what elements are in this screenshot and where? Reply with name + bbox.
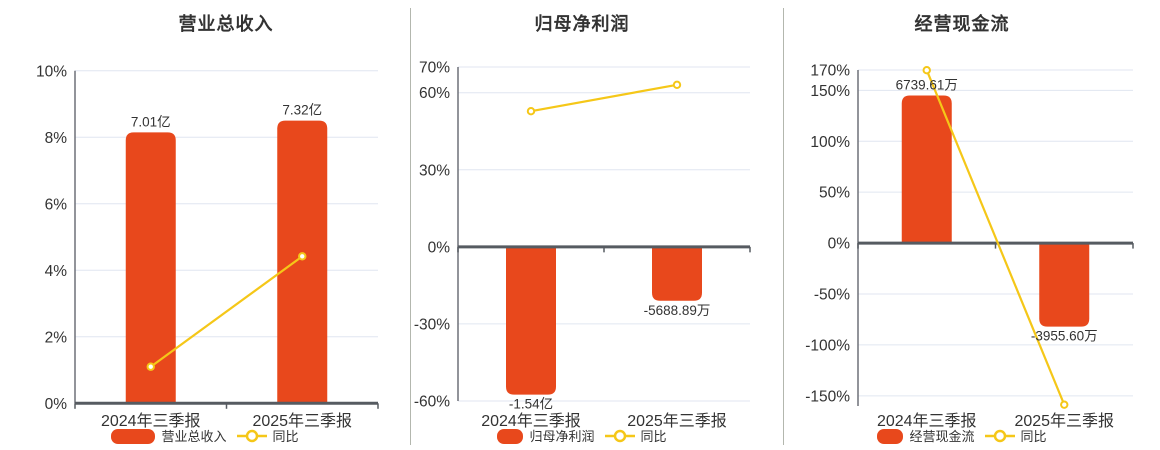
title-revenue: 营业总收入 bbox=[178, 14, 274, 34]
legend-label: 经营现金流 bbox=[909, 428, 975, 444]
y-tick-label: 50% bbox=[819, 185, 850, 202]
bar-2025年三季报[interactable] bbox=[652, 246, 702, 301]
panel-separator-right bbox=[783, 8, 784, 445]
legend-label: 归母净利润 bbox=[529, 428, 595, 444]
bar-2024年三季报[interactable] bbox=[506, 246, 556, 395]
yoy-marker-2024年三季报[interactable] bbox=[922, 66, 931, 75]
y-tick-label: 170% bbox=[810, 63, 850, 80]
title-cash-flow: 经营现金流 bbox=[914, 14, 1010, 34]
bar-2024年三季报[interactable] bbox=[901, 95, 952, 244]
yoy-marker-2025年三季报[interactable] bbox=[298, 252, 307, 261]
panel-separator-left bbox=[410, 8, 411, 445]
y-tick-label: 8% bbox=[45, 130, 68, 147]
y-tick-label: 30% bbox=[419, 162, 450, 179]
legend-label: 同比 bbox=[1020, 428, 1047, 444]
bar-value-label: -1.54亿 bbox=[509, 397, 553, 412]
legend-revenue: 营业总收入 同比 bbox=[55, 428, 355, 444]
bar-2024年三季报[interactable] bbox=[125, 132, 176, 404]
x-tick-label: 2024年三季报 bbox=[481, 412, 581, 430]
legend-net-profit: 归母净利润 同比 bbox=[432, 428, 732, 444]
y-tick-label: 2% bbox=[45, 329, 68, 346]
x-tick-label: 2024年三季报 bbox=[101, 412, 201, 430]
y-tick-label: 150% bbox=[810, 83, 850, 100]
legend-cash-flow: 经营现金流 同比 bbox=[812, 428, 1112, 444]
legend-label: 营业总收入 bbox=[161, 428, 227, 444]
legend-label: 同比 bbox=[272, 428, 299, 444]
yoy-marker-2025年三季报[interactable] bbox=[672, 80, 682, 90]
x-tick-label: 2024年三季报 bbox=[877, 412, 977, 430]
bar-series-swatch-icon bbox=[111, 428, 156, 444]
y-tick-label: 0% bbox=[428, 239, 451, 256]
y-tick-label: 0% bbox=[828, 236, 851, 253]
y-tick-label: -100% bbox=[805, 337, 850, 354]
bar-value-label: 7.32亿 bbox=[282, 103, 322, 118]
y-tick-label: 60% bbox=[419, 85, 450, 102]
yoy-marker-2024年三季报[interactable] bbox=[146, 362, 155, 371]
legend-label: 同比 bbox=[640, 428, 667, 444]
legend-item-cash-flow-bar[interactable]: 经营现金流 bbox=[877, 428, 975, 444]
y-tick-label: 10% bbox=[36, 63, 67, 80]
legend-item-revenue-yoy[interactable]: 同比 bbox=[236, 428, 299, 444]
y-tick-label: -30% bbox=[414, 316, 450, 333]
legend-item-net-profit-yoy[interactable]: 同比 bbox=[604, 428, 667, 444]
y-tick-label: 70% bbox=[419, 60, 450, 77]
bar-2025年三季报[interactable] bbox=[277, 120, 328, 404]
title-net-profit: 归母净利润 bbox=[534, 14, 630, 34]
line-series-swatch-icon bbox=[604, 429, 635, 443]
legend-item-cash-flow-yoy[interactable]: 同比 bbox=[984, 428, 1047, 444]
legend-item-revenue-bar[interactable]: 营业总收入 bbox=[111, 428, 227, 444]
bar-value-label: 6739.61万 bbox=[896, 77, 958, 92]
yoy-line bbox=[925, 69, 1066, 406]
line-series-swatch-icon bbox=[236, 429, 267, 443]
bar-value-label: -5688.89万 bbox=[644, 303, 711, 318]
y-tick-label: -50% bbox=[814, 287, 850, 304]
bar-series-swatch-icon bbox=[497, 428, 524, 444]
y-tick-label: 4% bbox=[45, 263, 68, 280]
line-series-swatch-icon bbox=[984, 429, 1015, 443]
y-tick-label: 0% bbox=[45, 396, 68, 413]
yoy-line bbox=[150, 255, 303, 368]
legend-item-net-profit-bar[interactable]: 归母净利润 bbox=[497, 428, 595, 444]
bar-value-label: -3955.60万 bbox=[1031, 329, 1098, 344]
x-tick-label: 2025年三季报 bbox=[252, 412, 352, 430]
y-tick-label: -60% bbox=[414, 394, 450, 411]
y-tick-label: 6% bbox=[45, 196, 68, 213]
y-tick-label: 100% bbox=[810, 134, 850, 151]
y-tick-label: -150% bbox=[805, 388, 850, 405]
bar-series-swatch-icon bbox=[877, 428, 904, 444]
bar-2025年三季报[interactable] bbox=[1039, 243, 1090, 327]
x-tick-label: 2025年三季报 bbox=[1014, 412, 1114, 430]
x-tick-label: 2025年三季报 bbox=[627, 412, 727, 430]
bar-value-label: 7.01亿 bbox=[131, 114, 171, 129]
yoy-marker-2025年三季报[interactable] bbox=[1060, 400, 1069, 409]
yoy-line bbox=[530, 83, 678, 113]
yoy-marker-2024年三季报[interactable] bbox=[526, 106, 536, 116]
